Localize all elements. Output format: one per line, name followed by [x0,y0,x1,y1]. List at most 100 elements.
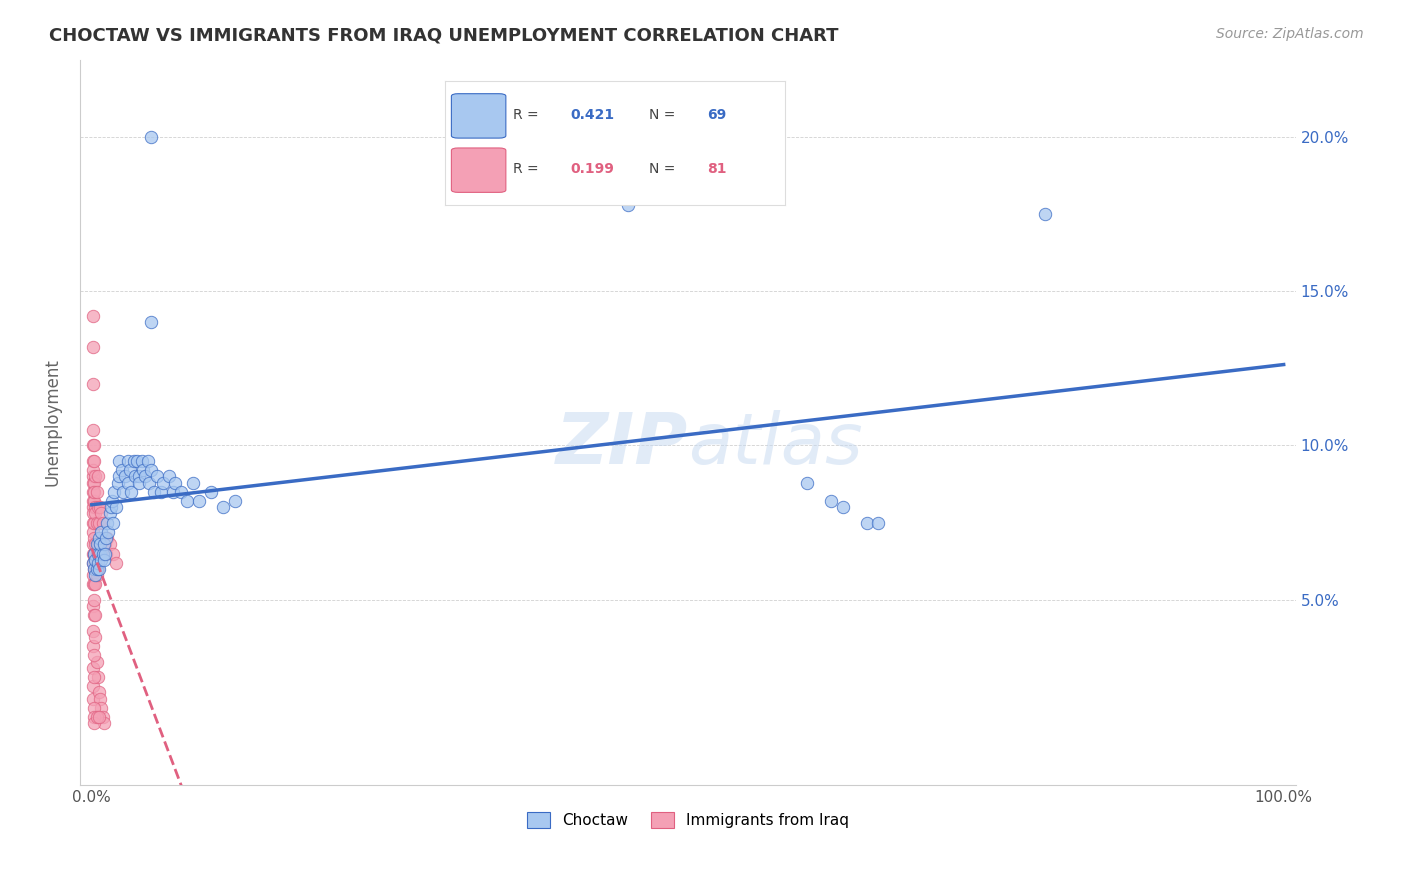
Point [82,524,104,539]
Point [114,469,136,483]
Point [820,494,842,508]
Point [82,500,104,515]
Point [128,469,150,483]
Point [90,507,112,521]
Point [107,475,129,490]
Point [87,556,110,570]
Point [86,568,108,582]
Point [146,469,169,483]
Point [82,691,104,706]
Point [117,454,139,468]
Point [94,547,117,561]
Point [82,516,104,530]
Text: ZIP: ZIP [555,409,688,479]
Point [96,531,118,545]
Point [82,475,104,490]
Point [91,710,114,724]
Point [134,469,156,483]
Point [83,608,105,623]
Point [100,500,122,515]
Point [98,537,121,551]
Point [87,670,110,684]
Point [83,484,105,499]
Point [86,516,108,530]
Legend: Choctaw, Immigrants from Iraq: Choctaw, Immigrants from Iraq [519,805,856,836]
Point [89,547,111,561]
Point [831,500,853,515]
Point [93,552,115,566]
Point [84,469,107,483]
Point [86,537,108,551]
Point [103,484,125,499]
Point [89,691,111,706]
Text: Source: ZipAtlas.com: Source: ZipAtlas.com [1216,27,1364,41]
Point [176,494,198,508]
Point [83,562,105,576]
Point [84,556,107,570]
Point [141,315,163,329]
Point [83,716,105,731]
Point [117,475,139,490]
Point [82,556,104,570]
Point [98,507,121,521]
Point [212,500,235,515]
Point [87,562,110,576]
Point [188,494,211,508]
Point [90,552,112,566]
Point [224,494,246,508]
Point [108,454,131,468]
Point [868,516,890,530]
Point [111,484,134,499]
Point [103,547,125,561]
Point [82,679,104,693]
Point [118,463,141,477]
Point [89,537,111,551]
Point [855,516,877,530]
Point [87,531,110,545]
Point [83,701,105,715]
Point [87,516,110,530]
Point [87,500,110,515]
Point [181,475,204,490]
Point [91,516,114,530]
Point [128,475,150,490]
Point [83,547,105,561]
Point [84,552,107,566]
Point [82,469,104,483]
Point [165,475,187,490]
Point [82,661,104,675]
Point [87,685,110,699]
Point [89,500,111,515]
Point [82,454,104,468]
Point [83,547,105,561]
Point [87,710,110,724]
Point [200,484,222,499]
Point [86,484,108,499]
Point [136,454,159,468]
Point [87,562,110,576]
Point [142,484,165,499]
Point [82,537,104,551]
Point [82,494,104,508]
Point [104,500,127,515]
Point [82,547,104,561]
Point [152,475,174,490]
Point [94,547,117,561]
Point [83,710,105,724]
Point [122,454,145,468]
Point [162,484,184,499]
Text: atlas: atlas [688,409,862,479]
Point [84,577,107,591]
Point [90,701,112,715]
Point [84,630,107,644]
Point [82,639,104,653]
Point [87,547,110,561]
Point [84,537,107,551]
Point [83,516,105,530]
Point [149,484,172,499]
Point [93,531,115,545]
Point [617,197,640,211]
Point [82,507,104,521]
Point [97,524,120,539]
Point [101,494,124,508]
